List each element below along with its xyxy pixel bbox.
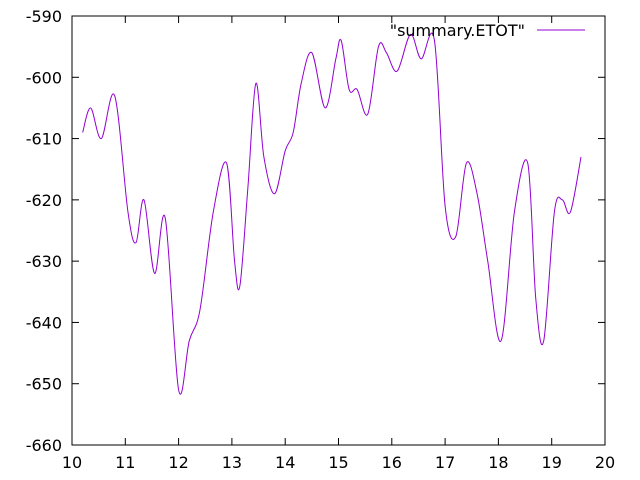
x-tick-label: 19 [542, 453, 562, 472]
y-tick-label: -610 [26, 130, 62, 149]
axes: 10 11 12 13 14 15 16 17 18 19 20 -590 -600 -610 -620 -6… [26, 7, 615, 472]
legend: "summary.ETOT" [390, 21, 585, 40]
x-tick-label: 12 [168, 453, 188, 472]
y-tick-label: -630 [26, 252, 62, 271]
x-tick-label: 13 [222, 453, 242, 472]
y-tick-label: -660 [26, 436, 62, 455]
x-tick-label: 18 [488, 453, 508, 472]
series-layer [82, 32, 582, 395]
x-tick-label: 20 [595, 453, 615, 472]
series-line [82, 32, 582, 395]
legend-label: "summary.ETOT" [390, 21, 525, 40]
x-tick-label: 14 [275, 453, 295, 472]
y-tick-label: -650 [26, 375, 62, 394]
x-tick-label: 16 [382, 453, 402, 472]
y-tick-label: -590 [26, 7, 62, 26]
x-tick-label: 10 [62, 453, 82, 472]
x-tick-label: 15 [328, 453, 348, 472]
plot-frame [71, 15, 606, 446]
y-tick-label: -640 [26, 313, 62, 332]
y-tick-label: -600 [26, 68, 62, 87]
x-tick-label: 11 [115, 453, 135, 472]
y-tick-label: -620 [26, 191, 62, 210]
x-tick-label: 17 [435, 453, 455, 472]
